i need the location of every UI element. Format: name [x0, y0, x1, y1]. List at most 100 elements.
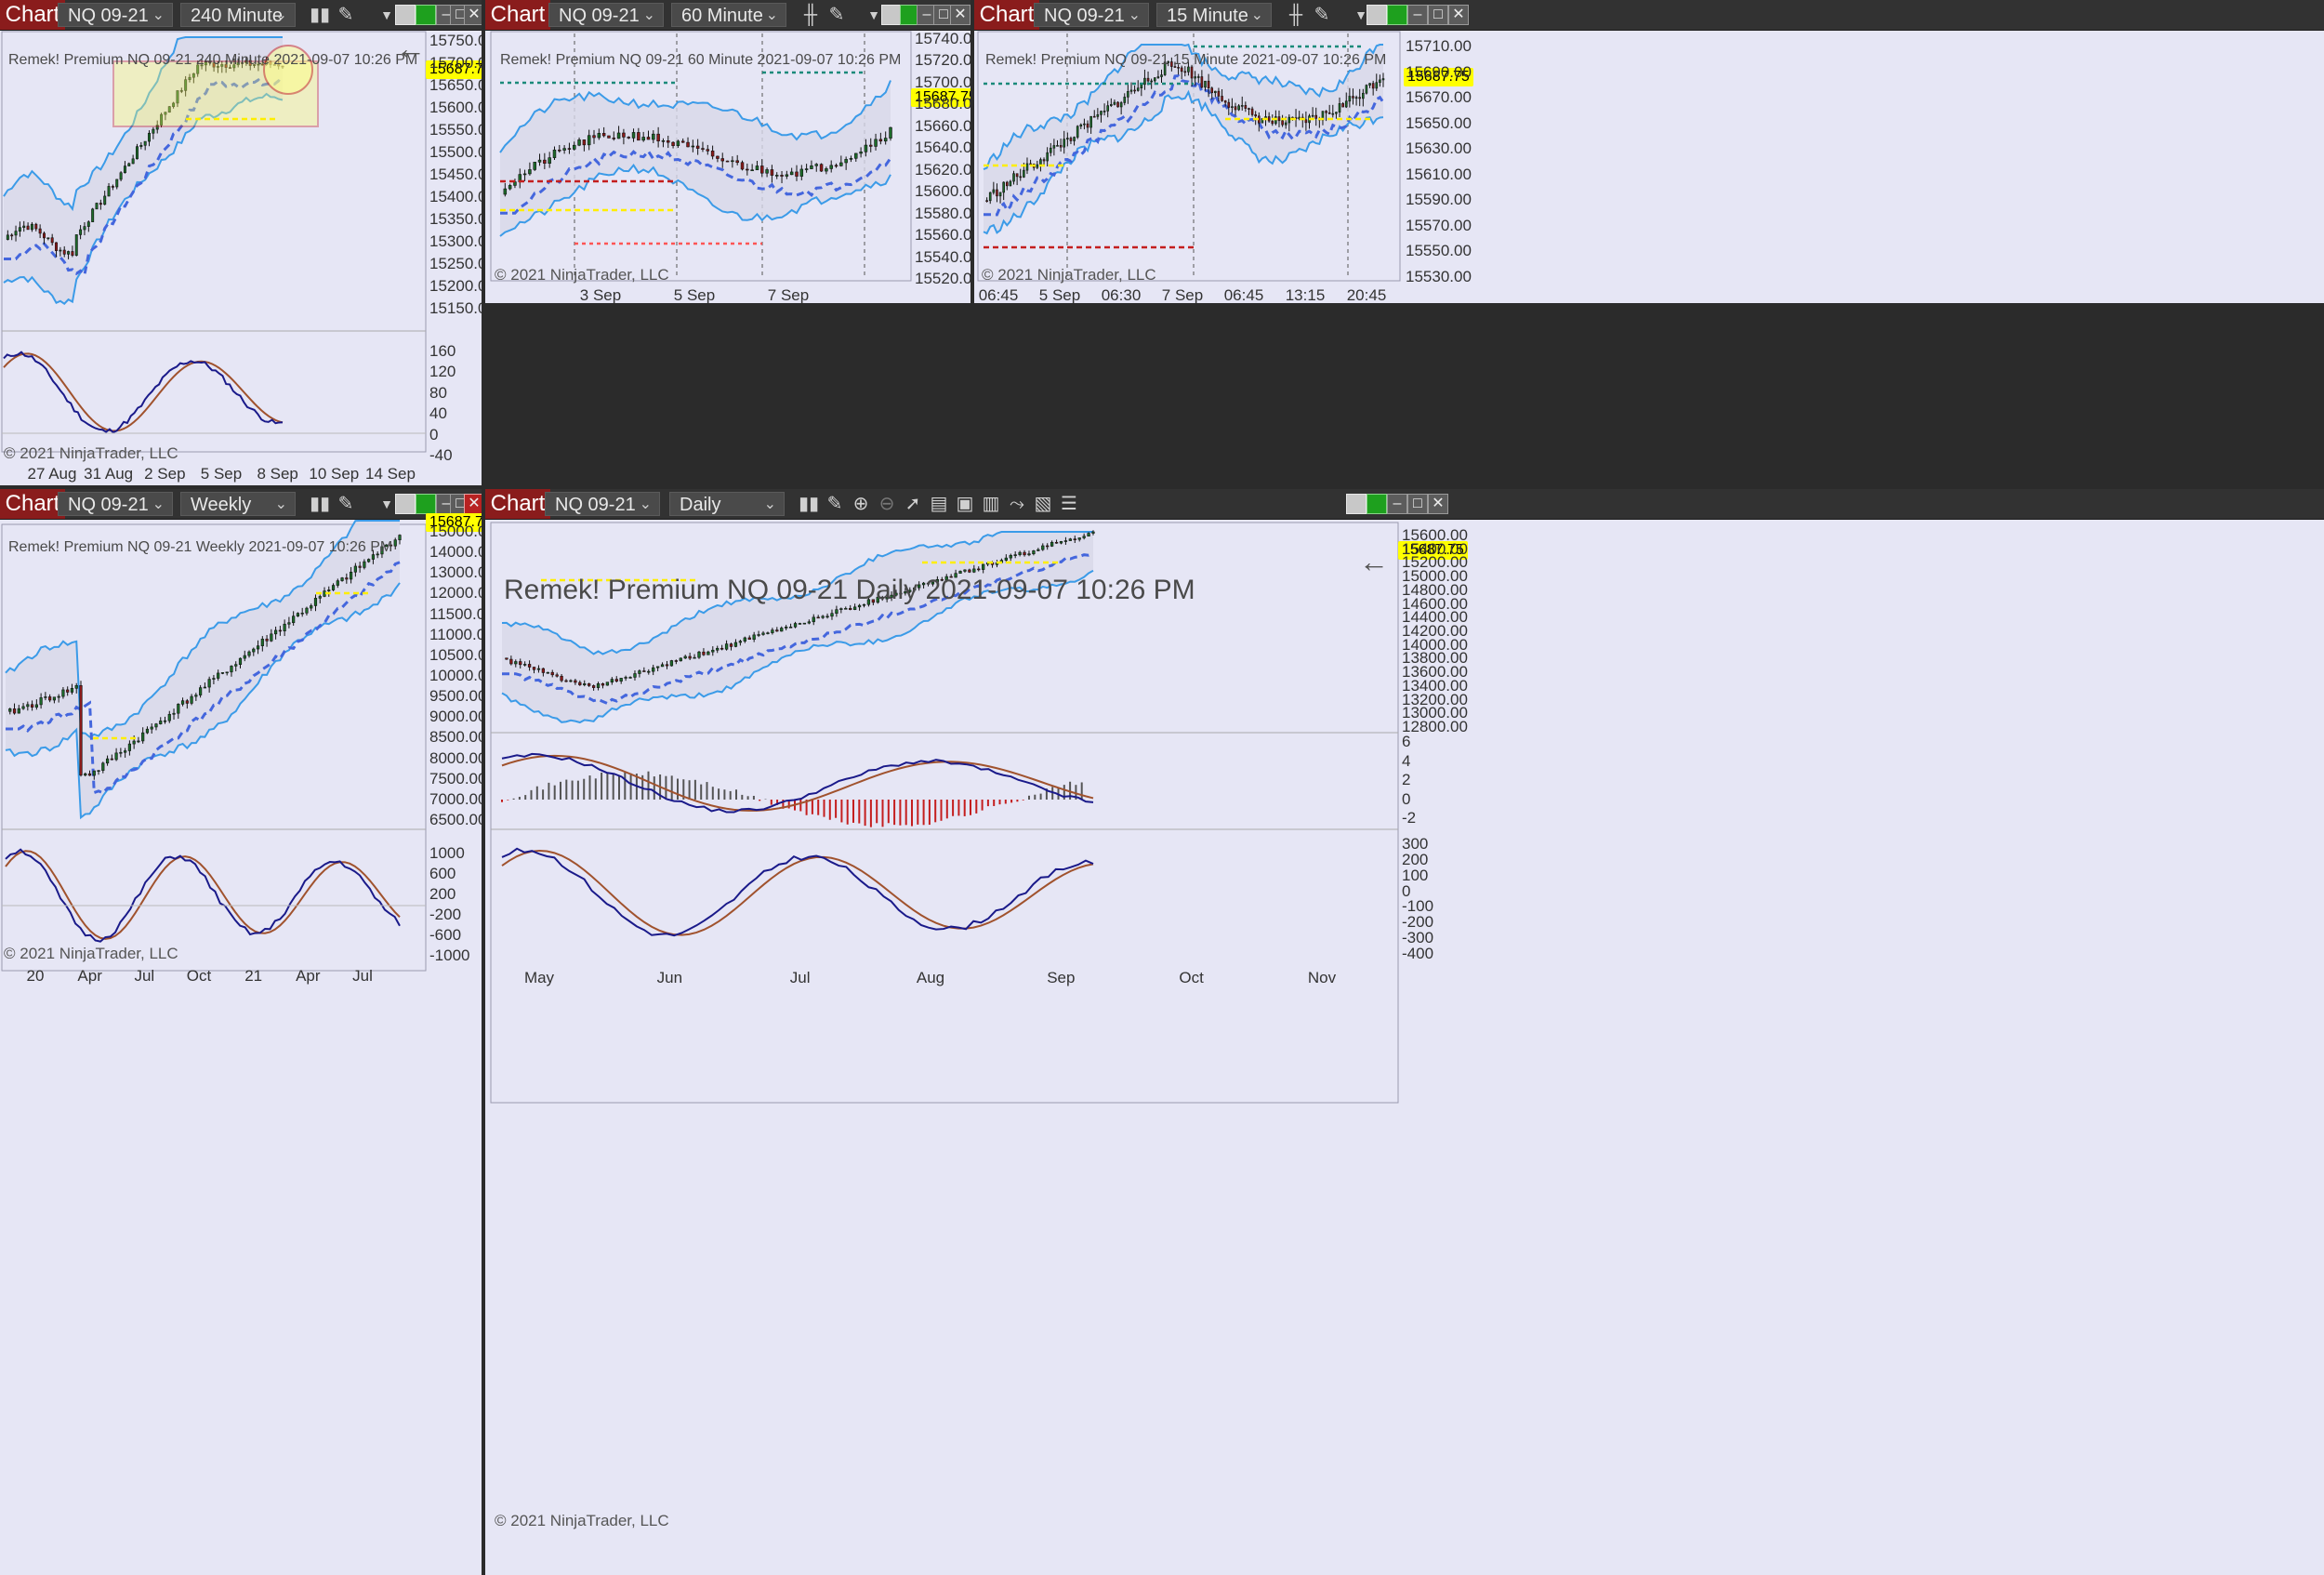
candle-body	[765, 169, 769, 174]
chart-plot-15[interactable]	[974, 0, 2324, 303]
window-color-button[interactable]	[1367, 5, 1387, 25]
candle-body	[1069, 138, 1073, 141]
candle-body	[1352, 96, 1354, 99]
bar-type-icon[interactable]: ╫	[803, 5, 818, 25]
close-icon[interactable]: ✕	[464, 494, 482, 514]
candle-body	[537, 159, 542, 163]
axis-tick-label: 0	[1402, 881, 1411, 900]
instrument-select[interactable]: NQ 09-21 ⌄	[548, 3, 664, 27]
candle-body	[177, 704, 180, 714]
drawing-tool-icon[interactable]: ✎	[826, 494, 843, 514]
candle-body	[145, 728, 150, 734]
chart-title: Remek! Premium NQ 09-21 240 Minute 2021-…	[8, 52, 418, 68]
close-icon[interactable]: ✕	[1428, 494, 1448, 514]
candle-body	[514, 661, 518, 665]
axis-tick-label: 13400.00	[1402, 676, 1468, 695]
chart-tab[interactable]: Chart	[0, 0, 65, 30]
templates-icon[interactable]: ▣	[956, 494, 974, 514]
bar-type-icon[interactable]: ▮▮	[309, 5, 330, 25]
interval-select[interactable]: 240 Minute ⌄	[180, 3, 296, 27]
candle-body	[86, 221, 90, 227]
back-arrow-icon[interactable]: ←	[396, 32, 426, 65]
bar-type-icon[interactable]: ▮▮	[309, 494, 330, 514]
oscillator-fast-line	[3, 351, 284, 434]
link-button[interactable]	[1387, 5, 1407, 25]
window-color-button[interactable]	[395, 5, 416, 25]
interval-select[interactable]: 60 Minute ⌄	[671, 3, 786, 27]
time-axis-label: 10 Sep	[309, 465, 360, 483]
axis-tick-label: 6500.00	[429, 811, 482, 828]
chart-plot-weekly[interactable]	[0, 489, 482, 1575]
dropdown-arrow-icon[interactable]: ▼	[380, 496, 393, 511]
candle-body	[238, 657, 243, 665]
chart-tab[interactable]: Chart	[485, 489, 550, 519]
candle-body	[655, 666, 660, 668]
close-icon[interactable]: ✕	[1448, 5, 1469, 25]
window-color-button[interactable]	[1346, 494, 1367, 514]
chart-tab[interactable]: Chart	[974, 0, 1039, 30]
chart-plot-240[interactable]	[0, 0, 482, 485]
candle-body	[164, 112, 167, 115]
candle-body	[588, 683, 591, 686]
drawing-tool-icon[interactable]: ✎	[337, 5, 354, 25]
minimize-icon[interactable]: –	[1407, 5, 1428, 25]
axis-tick-label: 15350.00	[429, 210, 482, 228]
maximize-icon[interactable]: □	[1428, 5, 1448, 25]
dropdown-arrow-icon[interactable]: ▼	[380, 7, 393, 22]
minimize-icon[interactable]: –	[1387, 494, 1407, 514]
interval-select[interactable]: Daily ⌄	[669, 492, 785, 516]
zoom-in-icon[interactable]: ⊕	[852, 494, 869, 514]
candle-body	[695, 145, 700, 149]
candle-body	[607, 135, 611, 139]
link-button[interactable]	[416, 5, 436, 25]
axis-tick-label: 15540.00	[915, 247, 971, 266]
chart-plot-60[interactable]	[485, 0, 971, 303]
list-icon[interactable]: ☰	[1061, 494, 1077, 514]
axis-tick-label: 14200.00	[1402, 622, 1468, 640]
chart-plot-daily[interactable]	[485, 489, 2324, 1575]
candle-body	[1170, 61, 1173, 67]
dropdown-arrow-icon[interactable]: ▼	[867, 7, 880, 22]
drawing-tool-icon[interactable]: ✎	[337, 494, 354, 514]
axis-tick-label: 120	[429, 363, 456, 381]
chart-title: Remek! Premium NQ 09-21 Weekly 2021-09-0…	[8, 539, 393, 555]
candle-body	[780, 628, 784, 632]
drawing-tool-icon[interactable]: ✎	[828, 5, 845, 25]
candle-body	[766, 632, 770, 634]
candle-body	[577, 139, 581, 146]
drawing-tool-icon[interactable]: ✎	[1314, 5, 1330, 25]
back-arrow-icon[interactable]: ←	[1359, 545, 1389, 578]
strategies-icon[interactable]: ⤳	[1010, 494, 1024, 514]
instrument-select[interactable]: NQ 09-21 ⌄	[58, 492, 173, 516]
candle-body	[159, 721, 163, 724]
candle-body	[1368, 83, 1371, 86]
data-box-icon[interactable]: ▤	[930, 494, 948, 514]
zoom-out-icon[interactable]: ⊖	[878, 494, 895, 514]
candle-body	[679, 657, 682, 662]
candle-body	[740, 162, 745, 170]
indicators-icon[interactable]: ▥	[982, 494, 1000, 514]
instrument-select[interactable]: NQ 09-21 ⌄	[1034, 3, 1149, 27]
minimize-icon[interactable]: –	[917, 5, 937, 25]
link-button[interactable]	[1367, 494, 1387, 514]
window-color-button[interactable]	[395, 494, 416, 514]
bar-type-icon[interactable]: ╫	[1288, 5, 1303, 25]
chart-tab[interactable]: Chart	[0, 489, 65, 519]
instrument-select[interactable]: NQ 09-21 ⌄	[58, 3, 173, 27]
close-icon[interactable]: ✕	[950, 5, 971, 25]
properties-icon[interactable]: ▧	[1034, 494, 1052, 514]
chart-tab[interactable]: Chart	[485, 0, 550, 30]
plot-frame	[490, 31, 912, 282]
instrument-select[interactable]: NQ 09-21 ⌄	[545, 492, 660, 516]
bar-type-icon[interactable]: ▮▮	[798, 494, 819, 514]
candle-body	[760, 165, 764, 174]
interval-select[interactable]: 15 Minute ⌄	[1156, 3, 1272, 27]
candle-body	[546, 671, 549, 674]
dropdown-arrow-icon[interactable]: ▼	[1354, 7, 1367, 22]
close-icon[interactable]: ✕	[464, 5, 482, 25]
pointer-icon[interactable]: ➚	[905, 494, 921, 514]
interval-select[interactable]: Weekly ⌄	[180, 492, 296, 516]
maximize-icon[interactable]: □	[1407, 494, 1428, 514]
candle-body	[1150, 80, 1153, 83]
candle-body	[1365, 85, 1368, 94]
